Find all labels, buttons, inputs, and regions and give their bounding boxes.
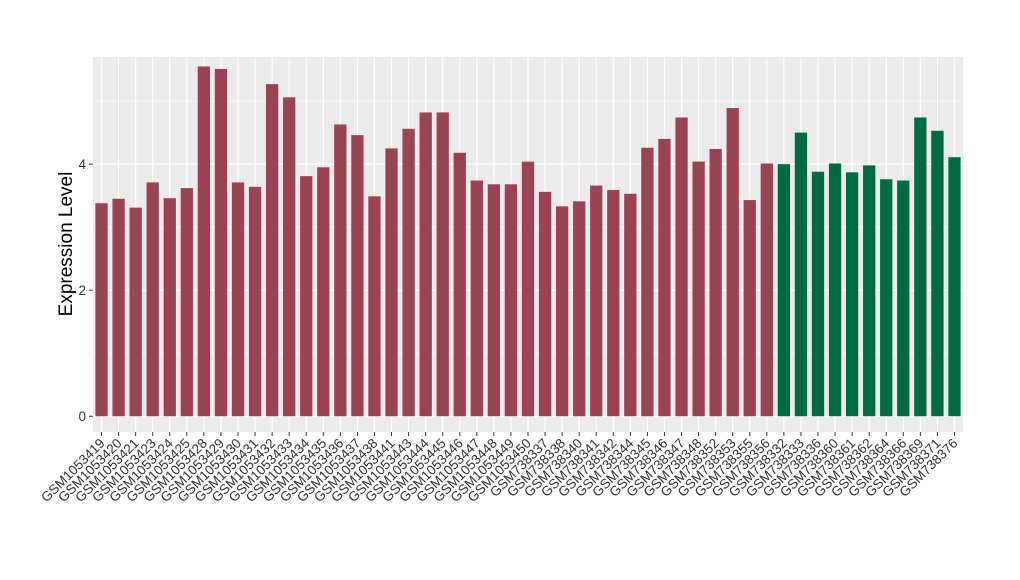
bar-gsm738371 <box>931 130 944 417</box>
bar-gsm738360 <box>828 163 842 417</box>
bar-gsm1053431 <box>248 186 262 417</box>
x-axis: GSM1053419GSM1053420GSM1053421GSM1053423… <box>38 432 961 505</box>
bar-gsm1053438 <box>368 196 381 417</box>
bar-gsm738369 <box>914 117 927 417</box>
bar-gsm738338 <box>555 206 569 417</box>
bar-gsm1053430 <box>231 182 245 417</box>
bar-gsm738361 <box>845 172 859 417</box>
bar-gsm1053446 <box>453 152 466 417</box>
bar-gsm1053447 <box>470 180 483 417</box>
bar-gsm738342 <box>607 189 620 417</box>
bar-gsm738356 <box>760 163 773 417</box>
bar-gsm1053434 <box>300 176 313 417</box>
y-axis-title: Expression Level <box>56 172 77 317</box>
bar-gsm738366 <box>897 180 910 417</box>
bar-gsm1053441 <box>385 148 398 417</box>
bar-gsm1053425 <box>180 188 193 417</box>
y-tick-label: 4 <box>78 157 86 172</box>
bar-gsm1053444 <box>419 112 432 417</box>
bar-gsm1053435 <box>317 167 330 417</box>
bar-gsm1053437 <box>351 135 364 417</box>
bar-gsm1053424 <box>163 198 176 417</box>
bar-gsm738337 <box>538 191 552 417</box>
y-tick-label: 2 <box>78 283 86 298</box>
bar-gsm1053420 <box>112 198 125 417</box>
bar-gsm1053443 <box>402 128 415 417</box>
bar-gsm1053448 <box>487 184 501 417</box>
bar-gsm1053428 <box>197 66 211 417</box>
bar-gsm1053449 <box>504 184 518 417</box>
bar-gsm1053421 <box>129 207 142 417</box>
bar-gsm738336 <box>811 171 825 417</box>
bar-gsm738352 <box>709 149 722 417</box>
y-axis: 0 2 4 <box>78 157 93 424</box>
bar-gsm1053432 <box>265 84 279 417</box>
bar-gsm1053423 <box>146 182 159 417</box>
bar-gsm1053429 <box>214 68 228 417</box>
bar-gsm738348 <box>692 161 705 417</box>
bar-gsm738333 <box>794 132 808 417</box>
bar-gsm738376 <box>948 157 961 417</box>
bar-gsm1053445 <box>436 112 449 417</box>
bar-gsm1053419 <box>95 203 108 417</box>
bar-gsm738341 <box>590 185 603 417</box>
bar-gsm738344 <box>624 193 637 417</box>
bar-gsm738332 <box>777 164 791 417</box>
bar-gsm1053450 <box>521 161 535 417</box>
bar-gsm738346 <box>658 138 671 417</box>
y-tick-label: 0 <box>78 409 86 424</box>
bar-gsm738340 <box>573 201 586 417</box>
bar-gsm1053436 <box>334 124 347 417</box>
bar-gsm738347 <box>675 117 688 417</box>
bar-gsm738353 <box>726 108 739 417</box>
bar-gsm738355 <box>743 200 756 417</box>
bar-gsm738345 <box>641 147 654 417</box>
bar-gsm738362 <box>863 165 876 417</box>
bar-gsm738364 <box>880 179 893 417</box>
bars <box>95 66 961 417</box>
bar-gsm1053433 <box>283 97 296 417</box>
